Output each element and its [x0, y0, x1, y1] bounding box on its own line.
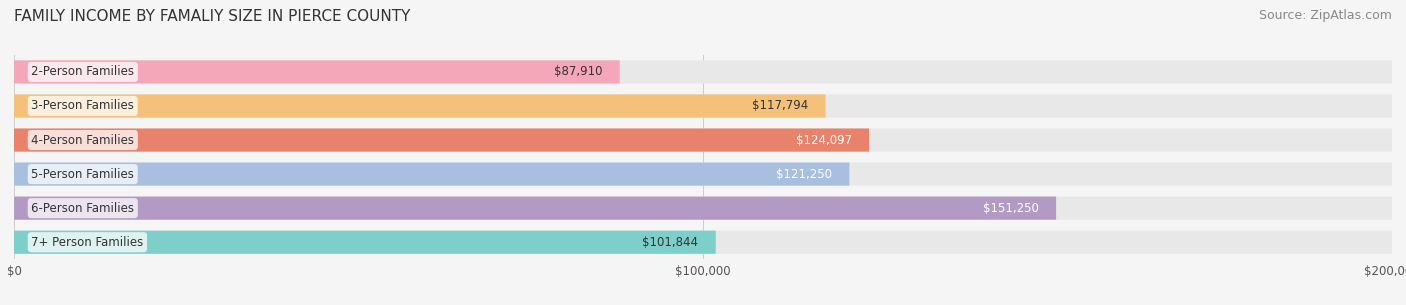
Text: 7+ Person Families: 7+ Person Families: [31, 236, 143, 249]
Text: 2-Person Families: 2-Person Families: [31, 66, 135, 78]
FancyBboxPatch shape: [14, 197, 1056, 220]
Text: FAMILY INCOME BY FAMALIY SIZE IN PIERCE COUNTY: FAMILY INCOME BY FAMALIY SIZE IN PIERCE …: [14, 9, 411, 24]
Text: $124,097: $124,097: [796, 134, 852, 146]
Text: 3-Person Families: 3-Person Families: [31, 99, 134, 113]
Text: $117,794: $117,794: [752, 99, 808, 113]
Text: Source: ZipAtlas.com: Source: ZipAtlas.com: [1258, 9, 1392, 22]
Text: $151,250: $151,250: [983, 202, 1039, 215]
FancyBboxPatch shape: [14, 197, 1392, 220]
FancyBboxPatch shape: [14, 231, 716, 254]
Text: 5-Person Families: 5-Person Families: [31, 168, 134, 181]
Text: 4-Person Families: 4-Person Families: [31, 134, 135, 146]
FancyBboxPatch shape: [14, 95, 825, 117]
FancyBboxPatch shape: [14, 128, 1392, 152]
Text: 6-Person Families: 6-Person Families: [31, 202, 135, 215]
Text: $87,910: $87,910: [554, 66, 603, 78]
FancyBboxPatch shape: [14, 163, 849, 186]
FancyBboxPatch shape: [14, 128, 869, 152]
FancyBboxPatch shape: [14, 95, 1392, 117]
FancyBboxPatch shape: [14, 231, 1392, 254]
FancyBboxPatch shape: [14, 60, 1392, 84]
FancyBboxPatch shape: [14, 60, 620, 84]
Text: $101,844: $101,844: [643, 236, 699, 249]
Text: $121,250: $121,250: [776, 168, 832, 181]
FancyBboxPatch shape: [14, 163, 1392, 186]
